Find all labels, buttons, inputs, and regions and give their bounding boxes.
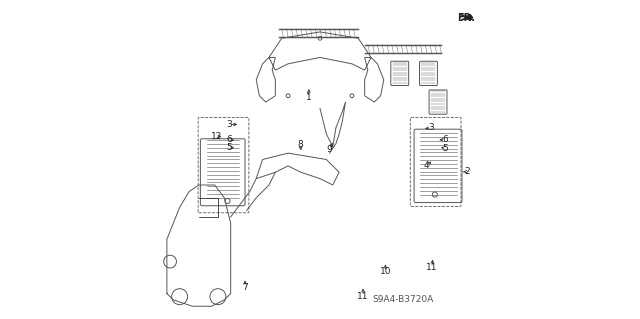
Text: 5: 5 [226, 143, 232, 152]
Text: S9A4-B3720A: S9A4-B3720A [372, 295, 433, 304]
Text: 1: 1 [306, 93, 312, 102]
Text: 6: 6 [442, 135, 448, 144]
Polygon shape [465, 14, 472, 21]
Text: 5: 5 [442, 144, 448, 153]
Text: 2: 2 [464, 167, 470, 176]
Text: 7: 7 [242, 283, 248, 292]
Text: 8: 8 [298, 140, 303, 149]
Text: 11: 11 [357, 292, 369, 300]
Text: 3: 3 [429, 123, 435, 132]
Text: 9: 9 [326, 145, 332, 154]
Text: FR.: FR. [457, 12, 475, 23]
Text: 10: 10 [380, 267, 391, 276]
Text: 3: 3 [226, 120, 232, 129]
Text: 11: 11 [426, 263, 437, 272]
Text: 12: 12 [211, 132, 222, 141]
Text: 6: 6 [226, 135, 232, 144]
Text: 4: 4 [424, 161, 429, 170]
